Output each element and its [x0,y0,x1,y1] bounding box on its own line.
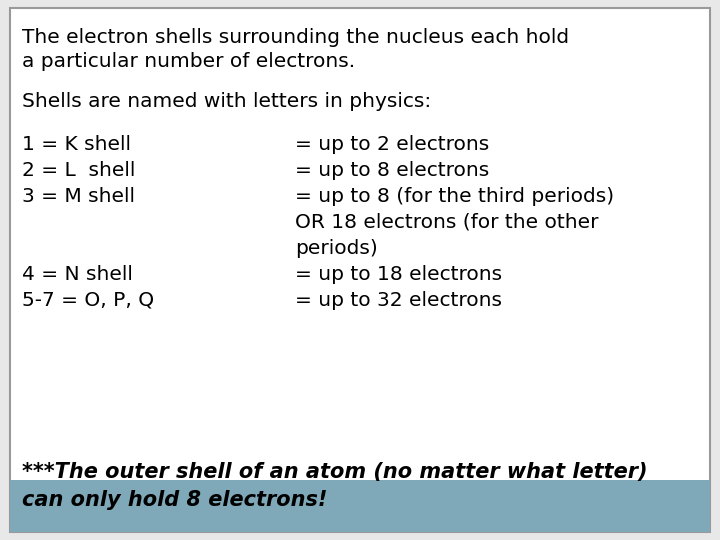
Text: ***The outer shell of an atom (no matter what letter): ***The outer shell of an atom (no matter… [22,462,647,482]
Text: = up to 32 electrons: = up to 32 electrons [295,291,502,310]
Text: = up to 2 electrons: = up to 2 electrons [295,135,490,154]
Text: periods): periods) [295,239,378,258]
Text: a particular number of electrons.: a particular number of electrons. [22,52,355,71]
Text: Shells are named with letters in physics:: Shells are named with letters in physics… [22,92,431,111]
Text: 5-7 = O, P, Q: 5-7 = O, P, Q [22,291,154,310]
Text: 3 = M shell: 3 = M shell [22,187,135,206]
Text: 4 = N shell: 4 = N shell [22,265,133,284]
Text: = up to 8 (for the third periods): = up to 8 (for the third periods) [295,187,614,206]
Text: can only hold 8 electrons!: can only hold 8 electrons! [22,490,328,510]
Text: 2 = L  shell: 2 = L shell [22,161,135,180]
Text: OR 18 electrons (for the other: OR 18 electrons (for the other [295,213,598,232]
Bar [10,480,710,532]
Text: = up to 18 electrons: = up to 18 electrons [295,265,502,284]
Text: The electron shells surrounding the nucleus each hold: The electron shells surrounding the nucl… [22,28,569,47]
Text: 1 = K shell: 1 = K shell [22,135,131,154]
Text: = up to 8 electrons: = up to 8 electrons [295,161,490,180]
